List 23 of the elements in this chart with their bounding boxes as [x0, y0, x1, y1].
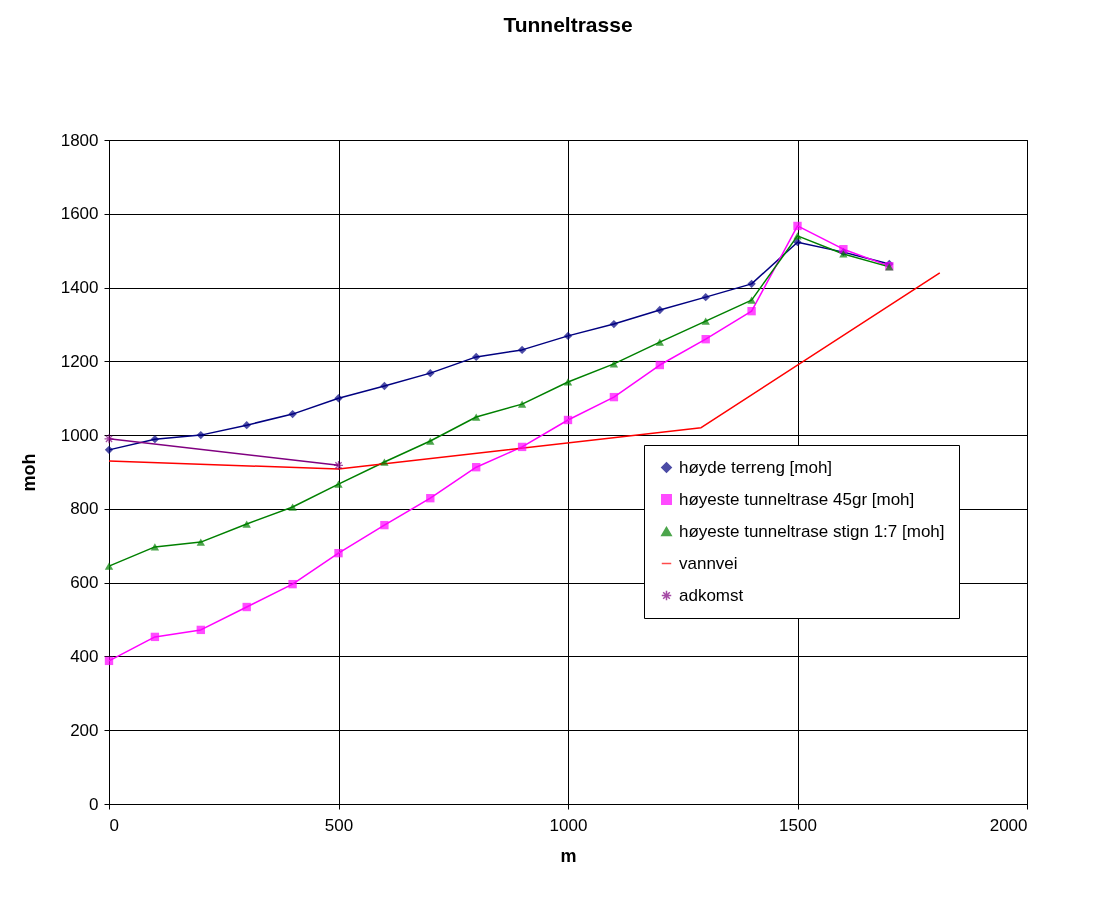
y-tick-label: 1600 [60, 204, 99, 224]
x-tick-label: 500 [324, 815, 354, 835]
x-tick-label: 2000 [989, 815, 1028, 835]
x-tick-label: 1500 [779, 815, 817, 835]
y-tick-label: 1000 [60, 425, 99, 445]
x-tick-label: 1000 [549, 815, 588, 835]
x-axis-title: m [560, 845, 577, 866]
legend-label: høyeste tunneltrase 45gr [moh] [679, 489, 915, 509]
legend-label: vannvei [679, 553, 738, 573]
y-axis-title: moh [18, 453, 39, 492]
x-tick-label: 0 [109, 815, 119, 835]
y-tick-label: 1400 [60, 278, 99, 298]
y-tick-label: 1200 [60, 351, 99, 371]
y-tick-label: 600 [70, 573, 99, 593]
chart-title: Tunneltrasse [503, 13, 633, 36]
y-tick-label: 800 [70, 499, 99, 519]
legend-label: høyde terreng [moh] [679, 457, 833, 477]
y-tick-label: 0 [89, 794, 99, 814]
legend-label: adkomst [679, 585, 744, 605]
y-tick-label: 200 [70, 720, 99, 740]
y-tick-label: 400 [70, 646, 99, 666]
y-tick-label: 1800 [60, 130, 99, 150]
legend-label: høyeste tunneltrase stign 1:7 [moh] [679, 521, 945, 541]
